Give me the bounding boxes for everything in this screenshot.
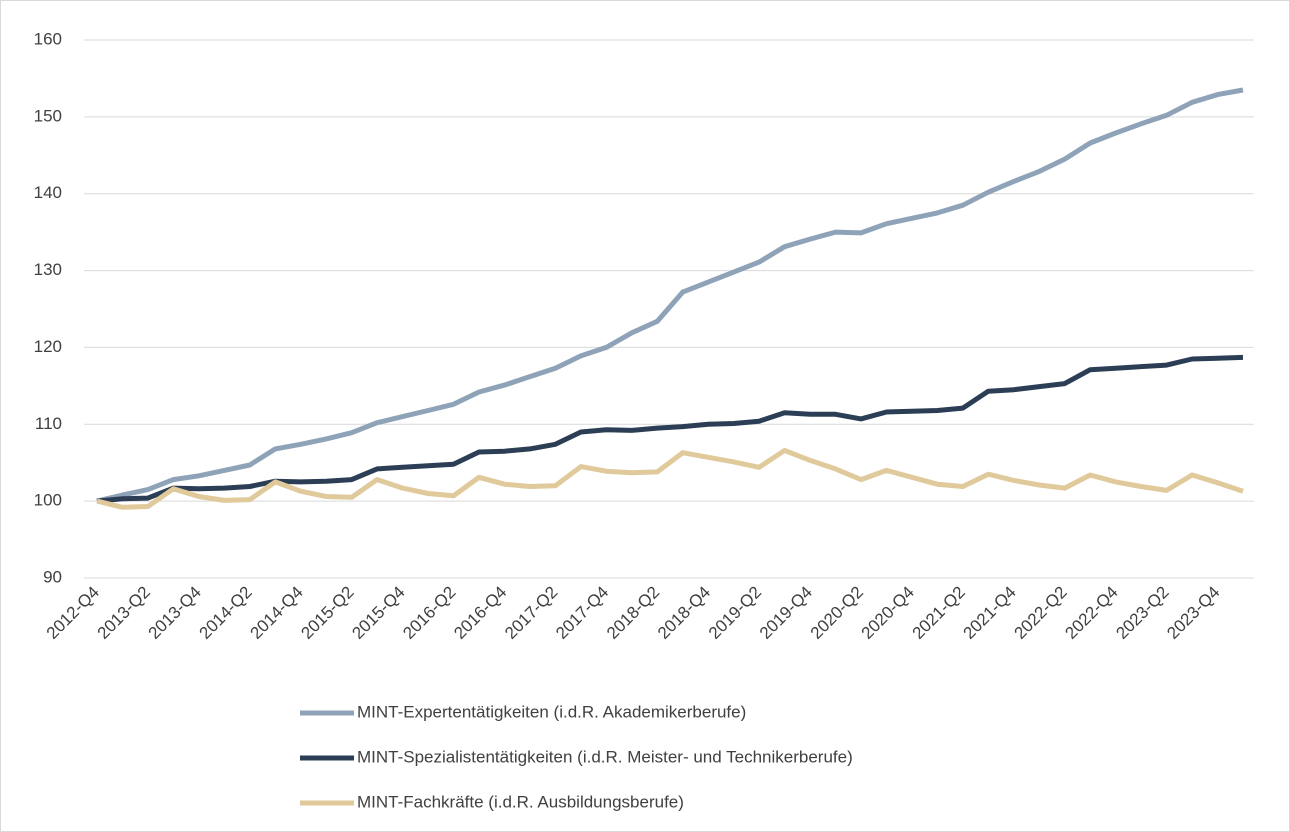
legend-label: MINT-Expertentätigkeiten (i.d.R. Akademi… bbox=[357, 702, 746, 721]
y-tick-label: 90 bbox=[43, 567, 62, 586]
legend-label: MINT-Spezialistentätigkeiten (i.d.R. Mei… bbox=[357, 747, 853, 766]
y-tick-label: 110 bbox=[35, 414, 62, 433]
y-tick-label: 120 bbox=[34, 337, 62, 356]
series-line bbox=[96, 447, 1244, 510]
y-tick-label: 140 bbox=[34, 183, 62, 202]
y-tick-label: 130 bbox=[34, 260, 62, 279]
y-tick-label: 150 bbox=[34, 106, 62, 125]
y-tick-label: 100 bbox=[34, 491, 62, 510]
legend-label: MINT-Fachkräfte (i.d.R. Ausbildungsberuf… bbox=[357, 792, 684, 811]
series-line bbox=[96, 354, 1244, 504]
series-line bbox=[96, 87, 1244, 504]
y-tick-label: 160 bbox=[34, 29, 62, 48]
